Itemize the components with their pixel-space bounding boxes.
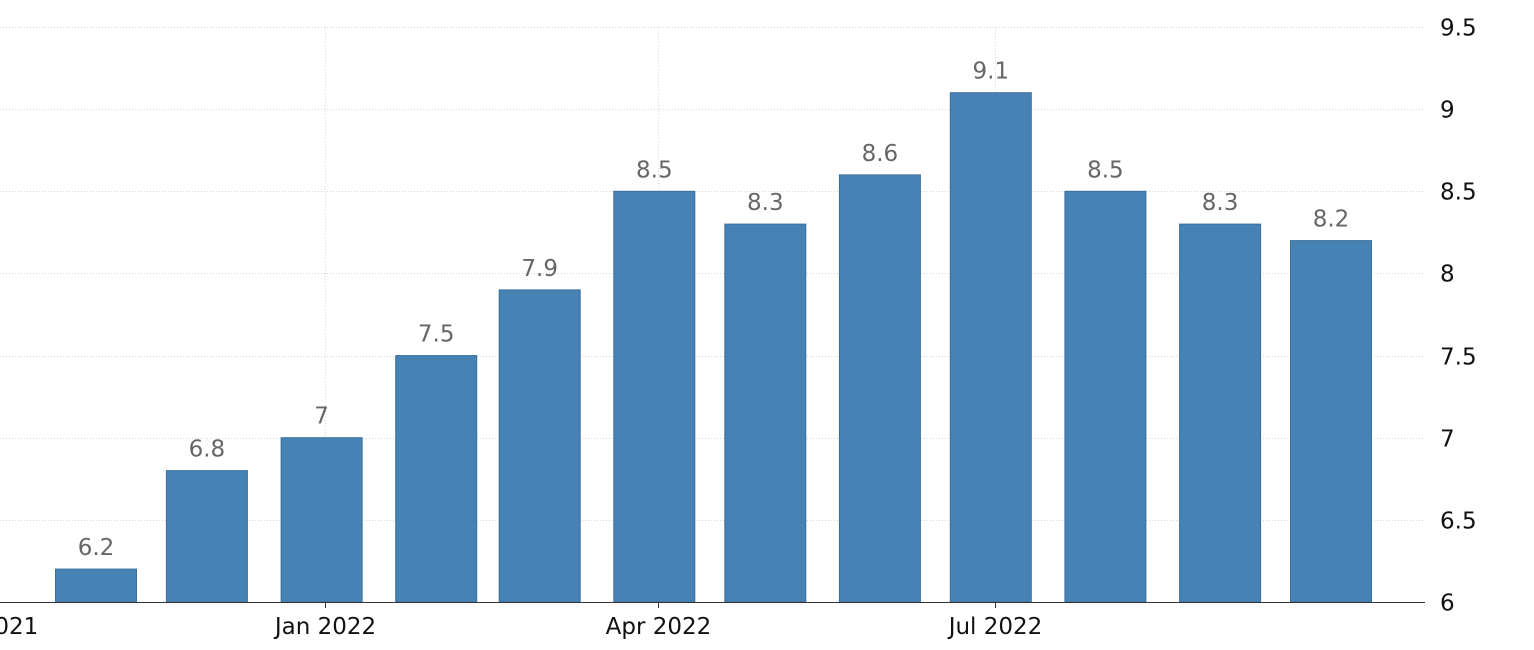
bar-value-label: 7.5	[418, 322, 455, 348]
data-labels: 6.2 6.8 7 7.5 7.9 8.5 8.3 8.6 9.1 8.5 8.3 8.2	[78, 59, 1350, 561]
bar[interactable]	[1179, 223, 1262, 603]
bar-value-label: 8.5	[1087, 157, 1124, 183]
y-tick-label: 9	[1440, 98, 1455, 124]
y-tick-label: 7	[1440, 427, 1455, 453]
bar-value-label: 6.2	[78, 535, 115, 561]
y-tick-label: 9.5	[1440, 16, 1477, 42]
bar[interactable]	[838, 174, 921, 603]
bar-value-label: 8.3	[747, 190, 784, 216]
bar[interactable]	[613, 190, 696, 603]
bar-value-label: 6.8	[189, 437, 226, 463]
bar-value-label: 9.1	[973, 59, 1010, 85]
bar[interactable]	[498, 289, 581, 603]
x-tick-label: Oct 2021	[0, 614, 38, 640]
bars	[55, 92, 1372, 603]
y-axis: 6 6.5 7 7.5 8 8.5 9 9.5	[1440, 16, 1477, 617]
y-tick-label: 7.5	[1440, 345, 1477, 371]
bar[interactable]	[55, 568, 137, 603]
y-tick-label: 8	[1440, 262, 1455, 288]
bar[interactable]	[165, 470, 248, 603]
bar-value-label: 8.3	[1202, 190, 1239, 216]
x-tick-label: Jan 2022	[273, 614, 376, 640]
bar[interactable]	[395, 355, 478, 603]
bar[interactable]	[280, 437, 363, 603]
bar-value-label: 8.6	[862, 141, 899, 167]
x-tick-label: Apr 2022	[606, 614, 712, 640]
bar[interactable]	[949, 92, 1032, 603]
bar-value-label: 8.2	[1313, 207, 1350, 233]
x-axis: Oct 2021 Jan 2022 Apr 2022 Jul 2022	[0, 602, 1425, 640]
y-tick-label: 6.5	[1440, 509, 1477, 535]
bar-value-label: 8.5	[636, 157, 673, 183]
x-tick-label: Jul 2022	[947, 614, 1043, 640]
bar[interactable]	[1290, 240, 1372, 603]
bar-value-label: 7.9	[521, 256, 558, 282]
bar-value-label: 7	[314, 404, 329, 430]
y-tick-label: 8.5	[1440, 180, 1477, 206]
y-tick-label: 6	[1440, 591, 1455, 617]
bar[interactable]	[724, 223, 807, 603]
bar[interactable]	[1064, 190, 1147, 603]
